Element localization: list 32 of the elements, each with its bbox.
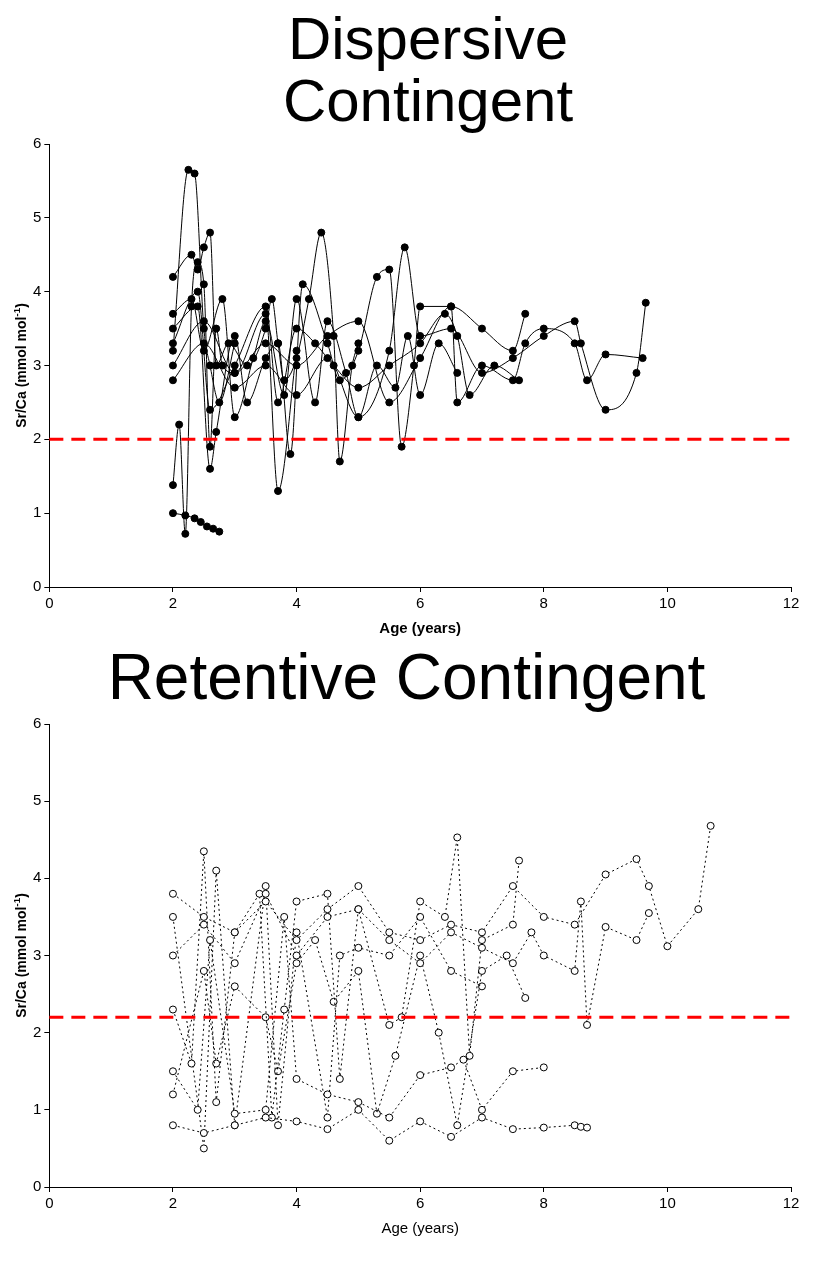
y-tick-label: 5 [33,791,42,809]
y-tick-label: 3 [33,945,42,963]
y-tick-label: 0 [33,577,42,595]
x-axis-title: Age (years) [381,1219,459,1237]
x-tick-label: 4 [292,1194,301,1212]
y-tick-label: 1 [33,503,42,521]
y-tick-label: 4 [33,281,42,299]
x-tick-label: 0 [45,594,54,612]
x-tick-label: 0 [45,1194,54,1212]
y-tick-label: 3 [33,355,42,373]
x-tick-label: 10 [659,1194,676,1212]
x-tick-label: 2 [168,594,178,612]
y-tick-label: 6 [33,714,42,732]
y-tick-label: 6 [33,134,42,152]
y-tick-label: 5 [33,207,42,225]
x-tick-label: 10 [659,594,676,612]
x-tick-label: 8 [539,1194,548,1212]
x-tick-label: 8 [539,594,548,612]
chart-title: Dispersive Contingent [281,5,575,134]
y-tick-label: 0 [33,1177,42,1195]
y-tick-label: 1 [33,1099,42,1117]
y-tick-label: 4 [33,868,42,886]
x-tick-label: 12 [782,594,800,612]
x-tick-label: 12 [782,1194,800,1212]
y-tick-label: 2 [33,1022,42,1040]
x-tick-label: 2 [168,1194,178,1212]
y-tick-label: 2 [33,429,42,447]
x-tick-label: 6 [416,1194,425,1212]
x-tick-label: 6 [416,594,425,612]
x-tick-label: 4 [292,594,301,612]
x-axis-title: Age (years) [379,619,462,637]
chart-title: Retentive Contingent [106,641,707,713]
